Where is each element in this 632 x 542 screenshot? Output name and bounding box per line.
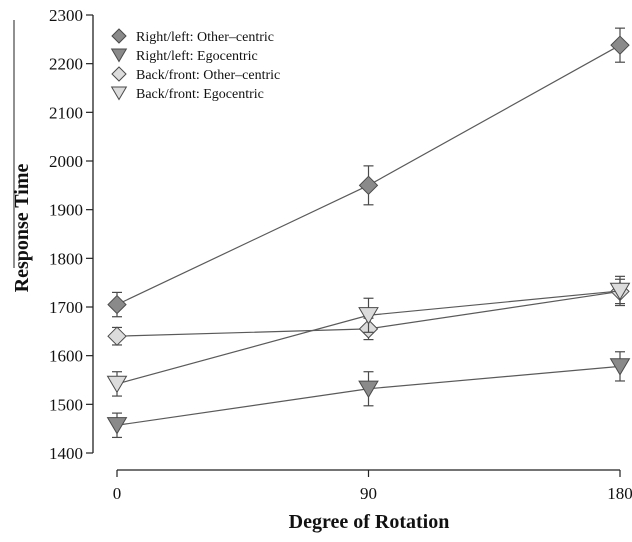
data-point-triangle — [106, 375, 128, 394]
legend-item: Right/left: Other–centric — [111, 28, 274, 45]
legend-item: Right/left: Egocentric — [110, 48, 258, 64]
x-axis-title: Degree of Rotation — [289, 511, 450, 533]
y-tick-label: 2200 — [49, 55, 83, 74]
data-point-diamond — [107, 294, 127, 315]
legend-label: Back/front: Other–centric — [136, 68, 280, 83]
data-point-triangle — [106, 417, 128, 435]
data-point-diamond — [111, 28, 127, 44]
data-point-triangle — [110, 86, 128, 101]
data-point-diamond — [107, 326, 127, 346]
y-tick-label: 1500 — [49, 395, 83, 414]
legend-label: Right/left: Other–centric — [136, 30, 274, 45]
legend-label: Back/front: Egocentric — [136, 87, 264, 102]
y-tick-label: 2300 — [49, 6, 83, 25]
legend: Right/left: Other–centric Right/left: Ego… — [110, 28, 280, 102]
y-tick-label: 1400 — [49, 444, 83, 463]
y-tick-label: 1600 — [49, 347, 83, 366]
legend-item: Back/front: Egocentric — [110, 86, 264, 102]
series-back-front-egocentric — [106, 275, 631, 397]
series-right-left-egocentric — [106, 351, 631, 439]
series-layer — [106, 27, 631, 439]
axes: 1400150016001700180019002000210022002300… — [13, 6, 632, 503]
legend-item: Back/front: Other–centric — [111, 66, 280, 83]
series-right-left-other-centric — [107, 27, 630, 318]
data-point-diamond — [358, 175, 379, 196]
legend-label: Right/left: Egocentric — [136, 49, 258, 64]
data-point-diamond — [610, 35, 630, 55]
x-tick-label: 90 — [360, 484, 377, 503]
data-point-triangle — [358, 380, 379, 399]
data-point-triangle — [358, 307, 379, 325]
x-tick-label: 180 — [607, 484, 632, 503]
y-tick-label: 2100 — [49, 103, 83, 122]
y-tick-label: 1800 — [49, 249, 83, 268]
data-point-triangle — [609, 358, 631, 376]
data-point-triangle — [609, 282, 631, 301]
y-tick-label: 2000 — [49, 152, 83, 171]
y-axis-title: Response Time — [11, 164, 33, 293]
data-point-triangle — [110, 48, 128, 63]
data-point-diamond — [111, 66, 127, 82]
y-tick-label: 1900 — [49, 201, 83, 220]
x-tick-label: 0 — [113, 484, 122, 503]
y-tick-label: 1700 — [49, 298, 83, 317]
